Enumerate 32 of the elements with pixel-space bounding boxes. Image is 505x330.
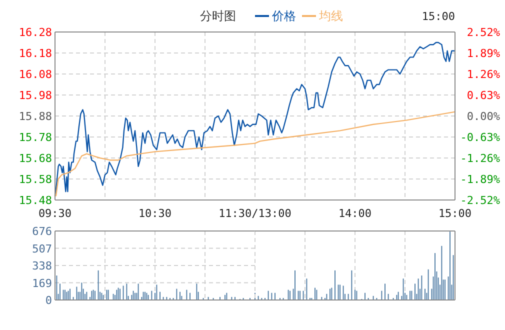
text: 1.89% <box>466 47 500 60</box>
text: 0.63% <box>466 89 500 102</box>
text: 15:00 <box>422 10 455 23</box>
text: -2.52% <box>460 194 500 207</box>
y-tick-label: 169 <box>32 276 52 290</box>
y-tick-label: 15.48 <box>18 194 52 207</box>
text: 1.26% <box>466 68 500 81</box>
legend-label: 均线 <box>318 9 343 23</box>
text: -0.63% <box>460 131 500 144</box>
chart-title: 分时图 <box>200 9 236 23</box>
x-tick-label: 10:30 <box>138 207 172 220</box>
legend-label: 价格 <box>271 9 296 23</box>
text: 0.00% <box>466 110 500 123</box>
y-tick-label: 15.98 <box>18 89 52 102</box>
y-tick-label: 16.18 <box>18 47 52 60</box>
y-tick-label: 507 <box>32 242 52 256</box>
y-tick-label: 15.78 <box>18 131 52 144</box>
text: -1.89% <box>460 173 500 186</box>
y-tick-label: 15.88 <box>18 110 52 123</box>
y-tick-label: 15.68 <box>18 152 52 165</box>
x-tick-label: 15:00 <box>438 207 472 220</box>
y-tick-label: 338 <box>32 260 52 272</box>
y-tick-label: 0 <box>45 294 52 307</box>
x-tick-label: 14:00 <box>338 207 372 220</box>
y-tick-label: 16.08 <box>18 68 52 81</box>
text: -1.26% <box>460 152 500 165</box>
y-tick-label: 16.28 <box>18 26 52 39</box>
x-tick-label: 11:30/13:00 <box>218 207 292 220</box>
y-tick-label: 676 <box>32 225 52 238</box>
text: 2.52% <box>466 26 500 39</box>
x-tick-label: 09:30 <box>38 207 72 220</box>
y-tick-label: 15.58 <box>18 173 52 186</box>
